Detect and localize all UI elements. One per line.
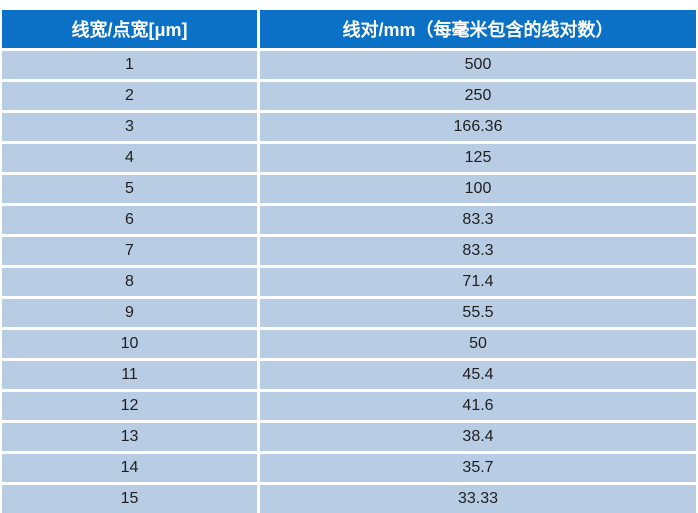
col-header-linewidth: 线宽/点宽[μm] [2, 10, 260, 48]
table-body: 1 500 2 250 3 166.36 4 125 5 100 6 83.3 7 83.3 8 71.4 9 5… [2, 51, 696, 513]
table-row: 3 166.36 [2, 113, 696, 141]
header-row: 线宽/点宽[μm] 线对/mm（每毫米包含的线对数） [2, 10, 696, 48]
cell-linepairs: 45.4 [260, 361, 696, 389]
cell-linewidth: 2 [2, 82, 260, 110]
cell-linewidth: 3 [2, 113, 260, 141]
cell-linewidth: 5 [2, 175, 260, 203]
cell-linewidth: 15 [2, 485, 260, 513]
cell-linewidth: 11 [2, 361, 260, 389]
cell-linewidth: 12 [2, 392, 260, 420]
line-pairs-table-container: 线宽/点宽[μm] 线对/mm（每毫米包含的线对数） 1 500 2 250 3 166.… [2, 7, 696, 513]
cell-linepairs: 38.4 [260, 423, 696, 451]
table-row: 2 250 [2, 82, 696, 110]
table-row: 10 50 [2, 330, 696, 358]
cell-linewidth: 14 [2, 454, 260, 482]
cell-linewidth: 4 [2, 144, 260, 172]
cell-linewidth: 8 [2, 268, 260, 296]
col-header-linepairs: 线对/mm（每毫米包含的线对数） [260, 10, 696, 48]
cell-linepairs: 35.7 [260, 454, 696, 482]
cell-linepairs: 55.5 [260, 299, 696, 327]
cell-linewidth: 13 [2, 423, 260, 451]
cell-linepairs: 83.3 [260, 237, 696, 265]
cell-linepairs: 100 [260, 175, 696, 203]
table-row: 8 71.4 [2, 268, 696, 296]
table-row: 11 45.4 [2, 361, 696, 389]
cell-linepairs: 33.33 [260, 485, 696, 513]
cell-linepairs: 250 [260, 82, 696, 110]
cell-linewidth: 1 [2, 51, 260, 79]
table-row: 14 35.7 [2, 454, 696, 482]
table-row: 6 83.3 [2, 206, 696, 234]
cell-linepairs: 50 [260, 330, 696, 358]
table-row: 5 100 [2, 175, 696, 203]
cell-linepairs: 166.36 [260, 113, 696, 141]
cell-linepairs: 500 [260, 51, 696, 79]
cell-linepairs: 41.6 [260, 392, 696, 420]
cell-linewidth: 7 [2, 237, 260, 265]
table-row: 15 33.33 [2, 485, 696, 513]
cell-linepairs: 71.4 [260, 268, 696, 296]
line-pairs-table: 线宽/点宽[μm] 线对/mm（每毫米包含的线对数） 1 500 2 250 3 166.… [2, 7, 696, 513]
table-row: 12 41.6 [2, 392, 696, 420]
table-row: 4 125 [2, 144, 696, 172]
cell-linewidth: 6 [2, 206, 260, 234]
table-header: 线宽/点宽[μm] 线对/mm（每毫米包含的线对数） [2, 10, 696, 48]
table-row: 7 83.3 [2, 237, 696, 265]
cell-linewidth: 9 [2, 299, 260, 327]
cell-linepairs: 83.3 [260, 206, 696, 234]
table-row: 13 38.4 [2, 423, 696, 451]
table-row: 9 55.5 [2, 299, 696, 327]
cell-linepairs: 125 [260, 144, 696, 172]
table-row: 1 500 [2, 51, 696, 79]
cell-linewidth: 10 [2, 330, 260, 358]
